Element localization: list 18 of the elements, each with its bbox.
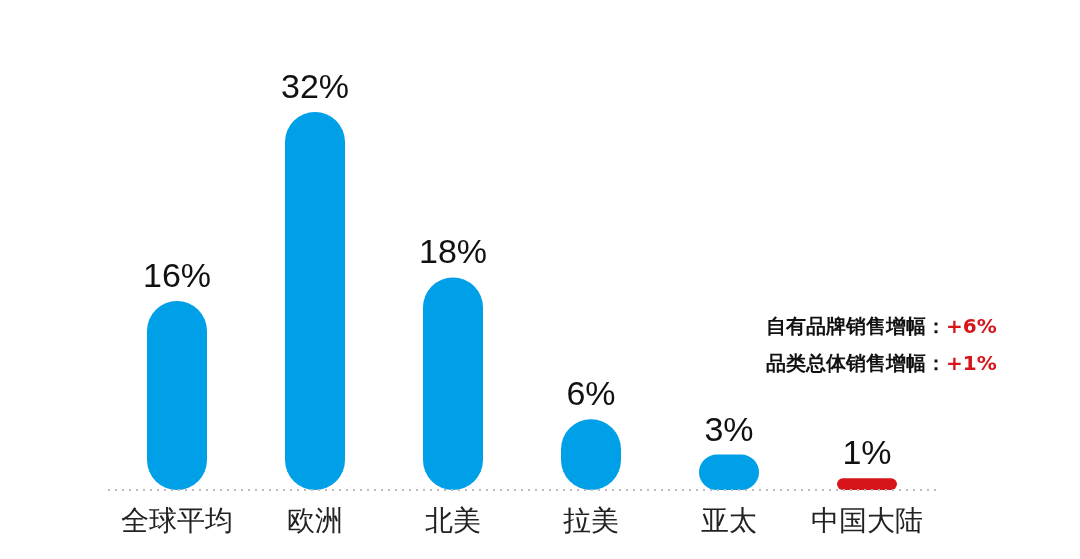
data-label: 3% (704, 409, 754, 448)
data-label: 6% (566, 374, 616, 413)
data-label: 1% (842, 433, 892, 472)
x-tick-label: 中国大陆 (811, 503, 923, 537)
bar (147, 301, 207, 490)
x-tick-label: 欧洲 (287, 503, 343, 537)
annotation: 品类总体销售增幅：+1% (766, 351, 997, 375)
data-label: 16% (142, 256, 212, 294)
bar (837, 478, 897, 490)
bar (285, 112, 345, 490)
x-tick-label: 亚太 (701, 503, 757, 537)
data-label: 18% (418, 232, 488, 271)
x-tick-label: 全球平均 (121, 503, 233, 537)
bar (423, 277, 483, 490)
data-label: 32% (280, 67, 350, 105)
x-tick-label: 拉美 (563, 503, 619, 537)
annotation: 自有品牌销售增幅：+6% (766, 314, 997, 338)
x-tick-label: 北美 (425, 503, 481, 537)
